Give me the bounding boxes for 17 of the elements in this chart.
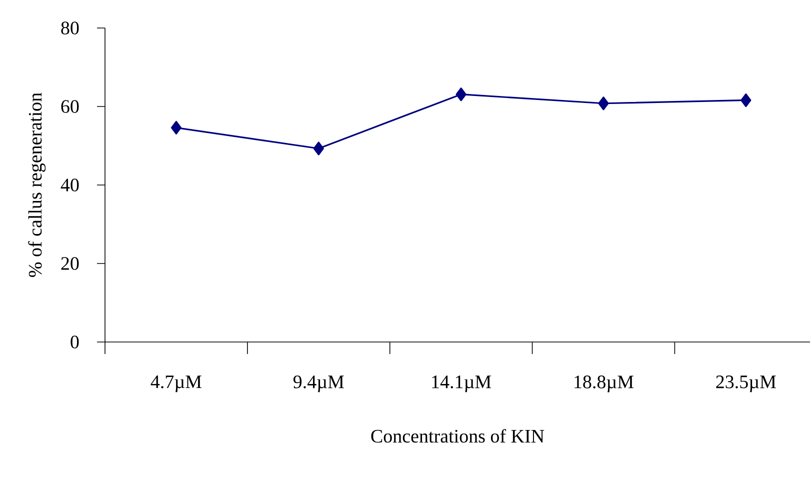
x-tick-label: 14.1µM	[432, 376, 492, 392]
x-tick-label: 9.4µM	[293, 376, 344, 392]
y-tick-label: 40	[60, 178, 79, 192]
x-axis-title: Concentrations of KIN	[371, 429, 544, 443]
y-tick-label: 80	[61, 22, 79, 34]
point	[598, 96, 609, 110]
y-tick-label: 60	[61, 100, 79, 113]
point	[456, 88, 466, 102]
x-tick-label: 18.8µM	[574, 376, 634, 392]
y-tick-label: 20	[61, 257, 79, 270]
point	[170, 120, 182, 134]
point	[313, 142, 324, 156]
y-tick-label: 0	[70, 336, 79, 348]
y-axis-title: % of callus regeneration	[28, 92, 46, 277]
point	[740, 93, 752, 108]
x-tick-label: 23.5µM	[716, 376, 776, 392]
x-tick-label: 4.7µM	[150, 376, 202, 392]
